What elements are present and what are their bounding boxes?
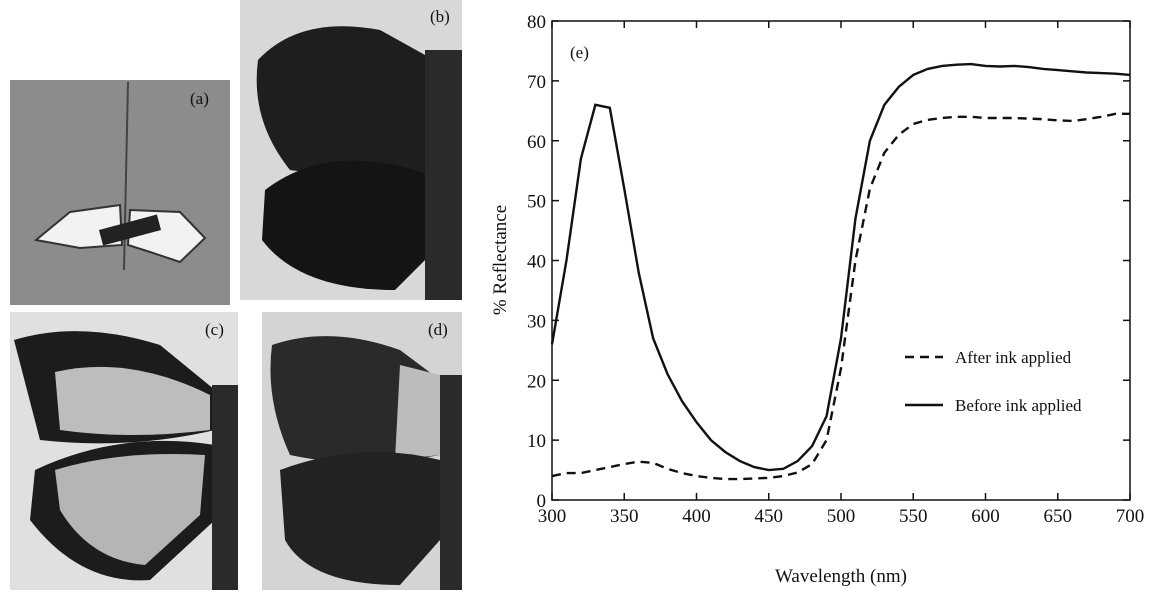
y-tick-label: 60 [527,132,546,153]
legend-label: After ink applied [955,348,1072,367]
x-tick-label: 650 [1044,506,1073,527]
y-axis-label: % Reflectance [490,205,511,315]
plot-frame [551,20,1131,501]
photo-b: (b) [240,0,462,300]
y-tick-label: 30 [527,311,546,332]
x-tick-label: 550 [899,506,928,527]
line-series [550,62,1131,472]
y-tick-label: 0 [537,491,547,512]
y-tick-label: 10 [527,431,546,452]
photo-d: (d) [262,312,462,590]
line-series [551,112,1130,481]
photo-label: (b) [430,7,450,26]
y-tick-label: 70 [527,72,546,93]
x-tick-label: 300 [538,506,567,527]
photo-label: (d) [428,320,448,339]
legend-label: Before ink applied [955,396,1082,415]
photo-c: (c) [10,312,238,590]
y-tick-label: 80 [527,12,546,33]
x-tick-label: 350 [610,506,639,527]
x-tick-label: 450 [755,506,784,527]
x-axis-label: Wavelength (nm) [775,566,907,587]
photo-a: (a) [10,80,230,305]
y-tick-label: 40 [527,252,546,273]
photo-label: (c) [205,320,224,339]
x-tick-label: 500 [827,506,856,527]
y-tick-label: 20 [527,371,546,392]
panel-label: (e) [570,43,589,62]
photo-label: (a) [190,89,209,108]
x-tick-label: 700 [1116,506,1145,527]
y-tick-label: 50 [527,192,546,213]
x-tick-label: 400 [682,506,711,527]
x-tick-label: 600 [971,506,1000,527]
